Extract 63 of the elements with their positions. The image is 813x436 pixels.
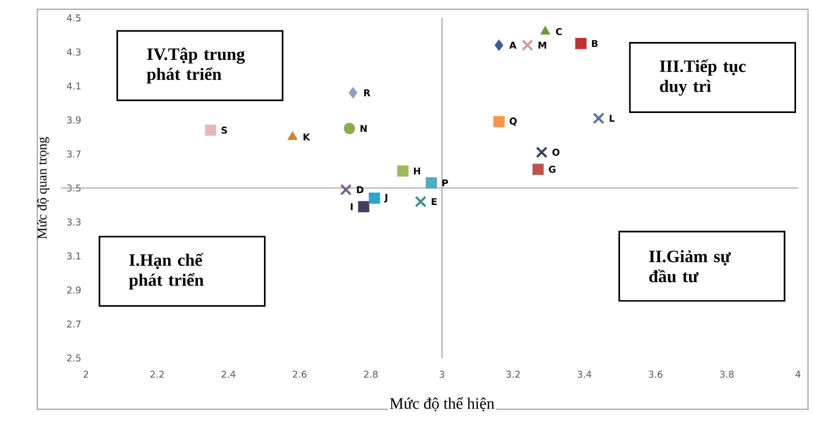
y-axis-title: Mức độ quan trọng	[37, 137, 50, 239]
series-label: E	[432, 198, 437, 205]
x-tick-label: 3.6	[648, 370, 662, 378]
y-tick-label: 3.7	[67, 150, 80, 158]
point	[368, 192, 380, 204]
x-tick-label: 2.2	[150, 370, 164, 378]
x-tick-label: 2	[84, 370, 88, 378]
x-tick-label: 3.4	[578, 370, 592, 378]
y-tick-label: 4.1	[66, 82, 80, 90]
series-label: C	[556, 28, 562, 36]
point	[344, 122, 356, 134]
point	[494, 40, 504, 51]
y-tick-label: 3.9	[67, 116, 81, 124]
series-label: R	[364, 89, 370, 96]
point	[414, 196, 426, 208]
series-label: D	[357, 186, 364, 194]
annotation: IV.Tập trung phát triển	[146, 48, 245, 84]
y-tick-label: 3.3	[67, 218, 81, 226]
x-tick-label: 2.6	[292, 370, 306, 378]
y-tick-label: 4.5	[66, 14, 80, 22]
point	[358, 201, 370, 212]
point	[575, 38, 586, 50]
point	[348, 87, 358, 98]
annotation: I.Hạn chế phát triển	[129, 253, 204, 290]
y-tick-label: 3.1	[67, 252, 80, 260]
series-label: K	[304, 134, 310, 140]
series-label: G	[548, 166, 556, 173]
series-label: J	[384, 194, 388, 203]
point	[536, 146, 548, 158]
y-tick-label: 2.9	[67, 286, 81, 294]
series-label: I	[350, 203, 353, 210]
x-tick-label: 4	[796, 370, 800, 378]
y-tick-label: 2.7	[67, 320, 80, 328]
series-label: S	[222, 126, 227, 134]
point	[205, 124, 216, 136]
x-tick-label: 2.4	[222, 370, 236, 378]
series-label: M	[538, 42, 546, 49]
point	[288, 131, 298, 140]
point	[532, 164, 544, 175]
point	[426, 177, 437, 189]
y-tick-label: 4.3	[66, 48, 81, 56]
x-tick-label: 3	[440, 370, 444, 378]
x-tick-label: 2.8	[364, 370, 378, 378]
series-label: B	[592, 40, 598, 47]
point	[592, 112, 604, 124]
point	[522, 39, 534, 51]
series-label: H	[414, 168, 420, 174]
point	[397, 165, 408, 177]
y-tick-label: 2.5	[67, 354, 80, 362]
series-label: Q	[510, 118, 517, 126]
series-label: L	[610, 114, 615, 122]
annotation: II.Giảm sự đầu tư	[649, 250, 731, 282]
x-axis-title: Mức độ thể hiện	[390, 397, 494, 412]
x-tick-label: 3.2	[506, 370, 520, 378]
annotation: III.Tiếp tục duy trì	[660, 59, 746, 96]
series-label: P	[442, 180, 448, 186]
point	[493, 116, 505, 128]
series-label: A	[509, 42, 516, 49]
x-tick-label: 3.8	[720, 370, 734, 378]
series-label: N	[360, 125, 367, 132]
point	[540, 26, 550, 35]
point	[340, 184, 352, 196]
series-label: O	[552, 148, 560, 156]
